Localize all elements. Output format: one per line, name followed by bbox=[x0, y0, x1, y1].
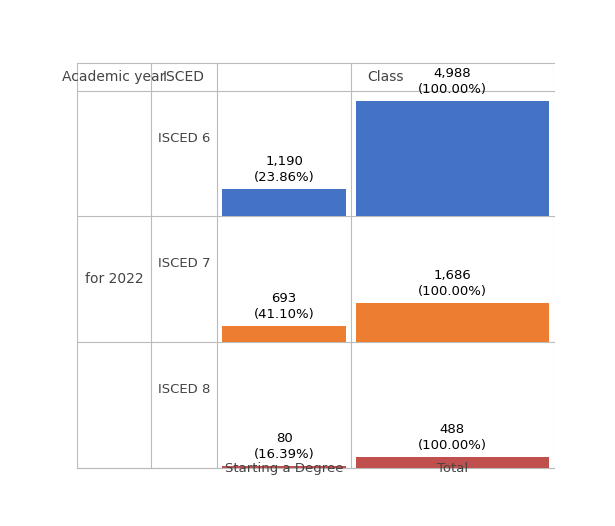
Text: 4,988
(100.00%): 4,988 (100.00%) bbox=[418, 67, 486, 96]
Bar bbox=[222, 326, 346, 342]
Text: 693
(41.10%): 693 (41.10%) bbox=[254, 292, 315, 321]
Text: Starting a Degree: Starting a Degree bbox=[225, 462, 343, 474]
Text: Academic year: Academic year bbox=[62, 70, 165, 84]
Text: ISCED 8: ISCED 8 bbox=[158, 383, 210, 396]
Text: 1,686
(100.00%): 1,686 (100.00%) bbox=[418, 269, 486, 298]
Bar bbox=[355, 303, 549, 342]
Bar bbox=[355, 457, 549, 468]
Text: 80
(16.39%): 80 (16.39%) bbox=[254, 432, 315, 461]
Text: Total: Total bbox=[437, 462, 468, 474]
Text: 488
(100.00%): 488 (100.00%) bbox=[418, 423, 486, 452]
Bar bbox=[222, 466, 346, 468]
Text: Class: Class bbox=[367, 70, 403, 84]
Text: ISCED: ISCED bbox=[163, 70, 205, 84]
Text: ISCED 6: ISCED 6 bbox=[158, 132, 210, 145]
Text: ISCED 7: ISCED 7 bbox=[158, 257, 210, 270]
Bar bbox=[355, 100, 549, 216]
Text: 1,190
(23.86%): 1,190 (23.86%) bbox=[254, 155, 315, 184]
Text: for 2022: for 2022 bbox=[84, 272, 143, 286]
Bar bbox=[222, 189, 346, 216]
